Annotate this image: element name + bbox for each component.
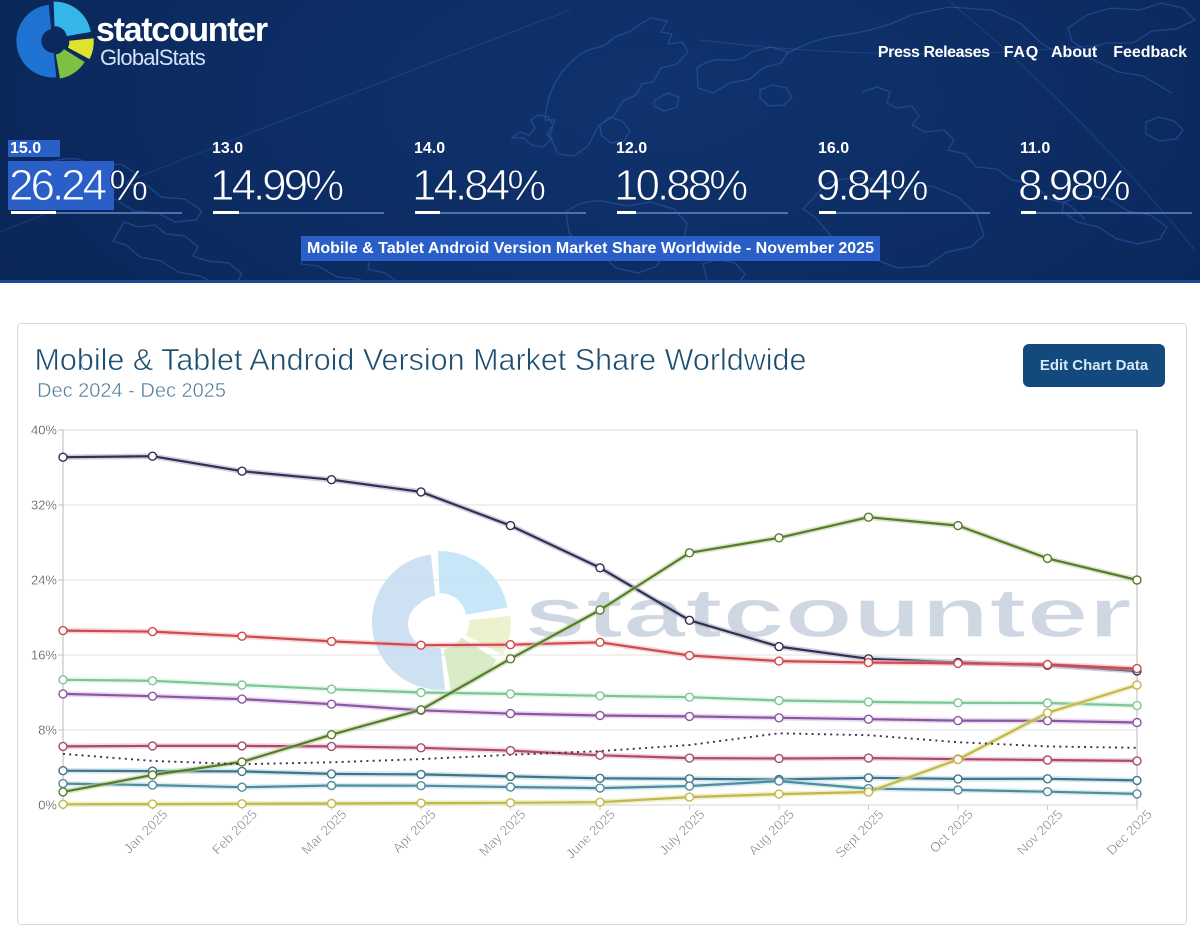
svg-text:32%: 32% — [31, 498, 57, 513]
svg-text:Feb 2025: Feb 2025 — [209, 807, 260, 858]
svg-text:24%: 24% — [31, 573, 57, 588]
svg-text:Oct 2025: Oct 2025 — [927, 807, 976, 856]
svg-text:statcounter: statcounter — [524, 574, 1132, 652]
svg-text:0%: 0% — [38, 798, 57, 813]
svg-text:June 2025: June 2025 — [563, 807, 618, 862]
svg-text:8%: 8% — [38, 723, 57, 738]
svg-text:July 2025: July 2025 — [656, 807, 707, 858]
svg-text:Dec 2025: Dec 2025 — [1104, 807, 1155, 858]
svg-text:Mar 2025: Mar 2025 — [299, 807, 350, 858]
svg-text:Sept 2025: Sept 2025 — [832, 807, 886, 861]
svg-text:Jan 2025: Jan 2025 — [121, 807, 171, 857]
svg-text:Apr 2025: Apr 2025 — [390, 807, 439, 856]
svg-text:40%: 40% — [31, 423, 57, 438]
svg-text:Nov 2025: Nov 2025 — [1014, 807, 1065, 858]
svg-text:May 2025: May 2025 — [476, 807, 529, 860]
svg-text:16%: 16% — [31, 648, 57, 663]
svg-text:Aug 2025: Aug 2025 — [746, 807, 797, 858]
